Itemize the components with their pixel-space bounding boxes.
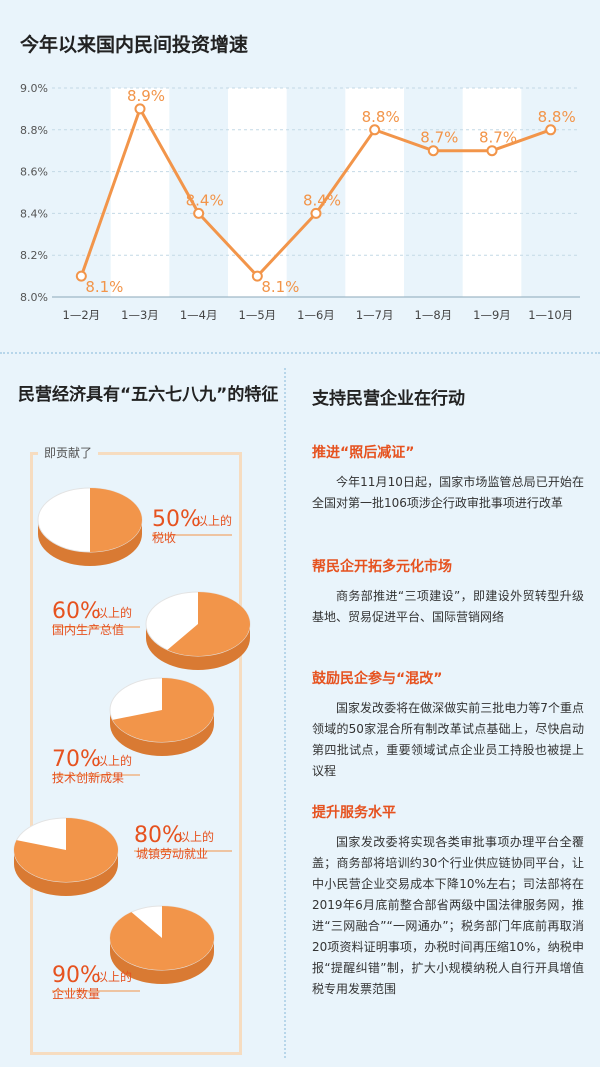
pie-side xyxy=(14,850,118,896)
y-tick-label: 9.0% xyxy=(20,82,48,95)
contribution-pies: 50%以上的税收60%以上的国内生产总值70%以上的技术创新成果80%以上的城镇… xyxy=(13,487,251,1001)
data-point xyxy=(134,103,146,115)
measure-block-4: 提升服务水平 国家发改委将实现各类审批事项办理平台全覆盖；商务部将培训约30个行… xyxy=(312,802,584,1000)
measure-heading: 鼓励民企参与“混改” xyxy=(312,671,443,687)
chart-band xyxy=(345,88,404,297)
chart-band xyxy=(462,88,522,297)
data-point xyxy=(486,145,498,157)
measure-body: 国家发改委将实现各类审批事项办理平台全覆盖；商务部将培训约30个行业供应链协同平… xyxy=(312,835,584,996)
y-tick-label: 8.6% xyxy=(20,166,48,179)
data-point xyxy=(369,124,381,136)
pie-desc-label: 税收 xyxy=(152,531,176,545)
pie-side xyxy=(146,624,250,670)
pie-side xyxy=(110,938,214,984)
data-point xyxy=(193,207,205,219)
pie-slice xyxy=(112,678,214,742)
data-label: 8.8% xyxy=(538,108,576,126)
pie-percent-suffix: 以上的 xyxy=(196,513,232,528)
data-label: 8.1% xyxy=(85,278,123,296)
pie-percent-label: 80% xyxy=(134,823,183,848)
data-label: 8.4% xyxy=(186,191,224,209)
data-label: 8.4% xyxy=(303,191,341,209)
x-tick-label: 1—8月 xyxy=(415,308,453,322)
y-tick-label: 8.0% xyxy=(20,291,48,304)
measure-heading: 帮民企开拓多元化市场 xyxy=(312,559,452,575)
chart-band xyxy=(228,88,287,297)
measure-block-1: 推进“照后减证” 今年11月10日起，国家市场监管总局已开始在全国对第一批106… xyxy=(312,442,584,514)
pie-percent-label: 70% xyxy=(52,747,101,772)
x-tick-label: 1—4月 xyxy=(180,308,218,322)
pie-percent-suffix: 以上的 xyxy=(96,753,132,768)
pie-percent-suffix: 以上的 xyxy=(178,829,214,844)
data-point xyxy=(75,270,87,282)
pie-percent-label: 50% xyxy=(152,507,201,532)
pie-percent-label: 60% xyxy=(52,599,101,624)
measure-body: 商务部推进“三项建设”，即建设外贸转型升级基地、贸易促进平台、国际营销网络 xyxy=(312,589,584,624)
data-point xyxy=(251,270,263,282)
data-label: 8.7% xyxy=(420,129,458,147)
data-point xyxy=(545,124,557,136)
pie-percent-label: 90% xyxy=(52,963,101,988)
x-tick-label: 1—3月 xyxy=(121,308,159,322)
pie-desc-label: 国内生产总值 xyxy=(52,622,124,637)
pie-60 xyxy=(145,591,251,670)
data-label: 8.1% xyxy=(261,278,299,296)
investment-growth-line-chart: 8.0% 8.2% 8.4% 8.6% 8.8% 9.0% 8.1% 1—2月 8.9% 1—3月… xyxy=(20,82,580,322)
pie-percent-suffix: 以上的 xyxy=(96,605,132,620)
features-title: 民营经济具有“五六七八九”的特征 xyxy=(18,385,279,405)
pie-slice xyxy=(110,906,215,970)
pie-slice xyxy=(167,592,250,656)
x-tick-label: 1—2月 xyxy=(63,308,101,322)
pie-80 xyxy=(13,817,119,896)
measure-block-2: 帮民企开拓多元化市场 商务部推进“三项建设”，即建设外贸转型升级基地、贸易促进平… xyxy=(312,556,584,628)
column-divider xyxy=(284,368,286,1058)
pie-90 xyxy=(109,905,215,984)
pie-slice xyxy=(90,488,142,552)
measure-body: 今年11月10日起，国家市场监管总局已开始在全国对第一批106项涉企行政审批事项… xyxy=(312,475,584,510)
section-divider xyxy=(0,352,600,354)
x-tick-label: 1—9月 xyxy=(473,308,511,322)
measure-heading: 提升服务水平 xyxy=(312,805,396,821)
x-tick-label: 1—7月 xyxy=(356,308,394,322)
data-label: 8.9% xyxy=(127,87,165,105)
x-tick-label: 1—5月 xyxy=(239,308,277,322)
data-point xyxy=(310,207,322,219)
pie-side xyxy=(38,520,142,566)
measure-heading: 推进“照后减证” xyxy=(312,445,415,461)
data-label: 8.8% xyxy=(362,108,400,126)
y-tick-label: 8.2% xyxy=(20,249,48,262)
data-point xyxy=(427,145,439,157)
measure-block-3: 鼓励民企参与“混改” 国家发改委将在做深做实前三批电力等7个重点领域的50家混合… xyxy=(312,668,584,782)
data-label: 8.7% xyxy=(479,129,517,147)
chart-title: 今年以来国内民间投资增速 xyxy=(20,34,249,56)
contribution-label: 即贡献了 xyxy=(38,444,99,461)
contribution-frame xyxy=(30,452,242,1055)
measures-title: 支持民营企业在行动 xyxy=(312,389,465,409)
x-tick-label: 1—10月 xyxy=(528,308,573,322)
chart-band xyxy=(110,88,170,297)
x-tick-label: 1—6月 xyxy=(297,308,335,322)
pie-slice xyxy=(14,818,118,882)
pie-side xyxy=(110,710,214,756)
y-tick-label: 8.8% xyxy=(20,124,48,137)
measure-body: 国家发改委将在做深做实前三批电力等7个重点领域的50家混合所有制改革试点基础上，… xyxy=(312,701,584,778)
pie-percent-suffix: 以上的 xyxy=(96,969,132,984)
pie-70 xyxy=(109,677,215,756)
pie-desc-label: 企业数量 xyxy=(52,986,100,1001)
pie-desc-label: 城镇劳动就业 xyxy=(136,847,208,861)
pie-50 xyxy=(37,487,143,566)
pie-desc-label: 技术创新成果 xyxy=(52,770,124,785)
y-tick-label: 8.4% xyxy=(20,207,48,220)
